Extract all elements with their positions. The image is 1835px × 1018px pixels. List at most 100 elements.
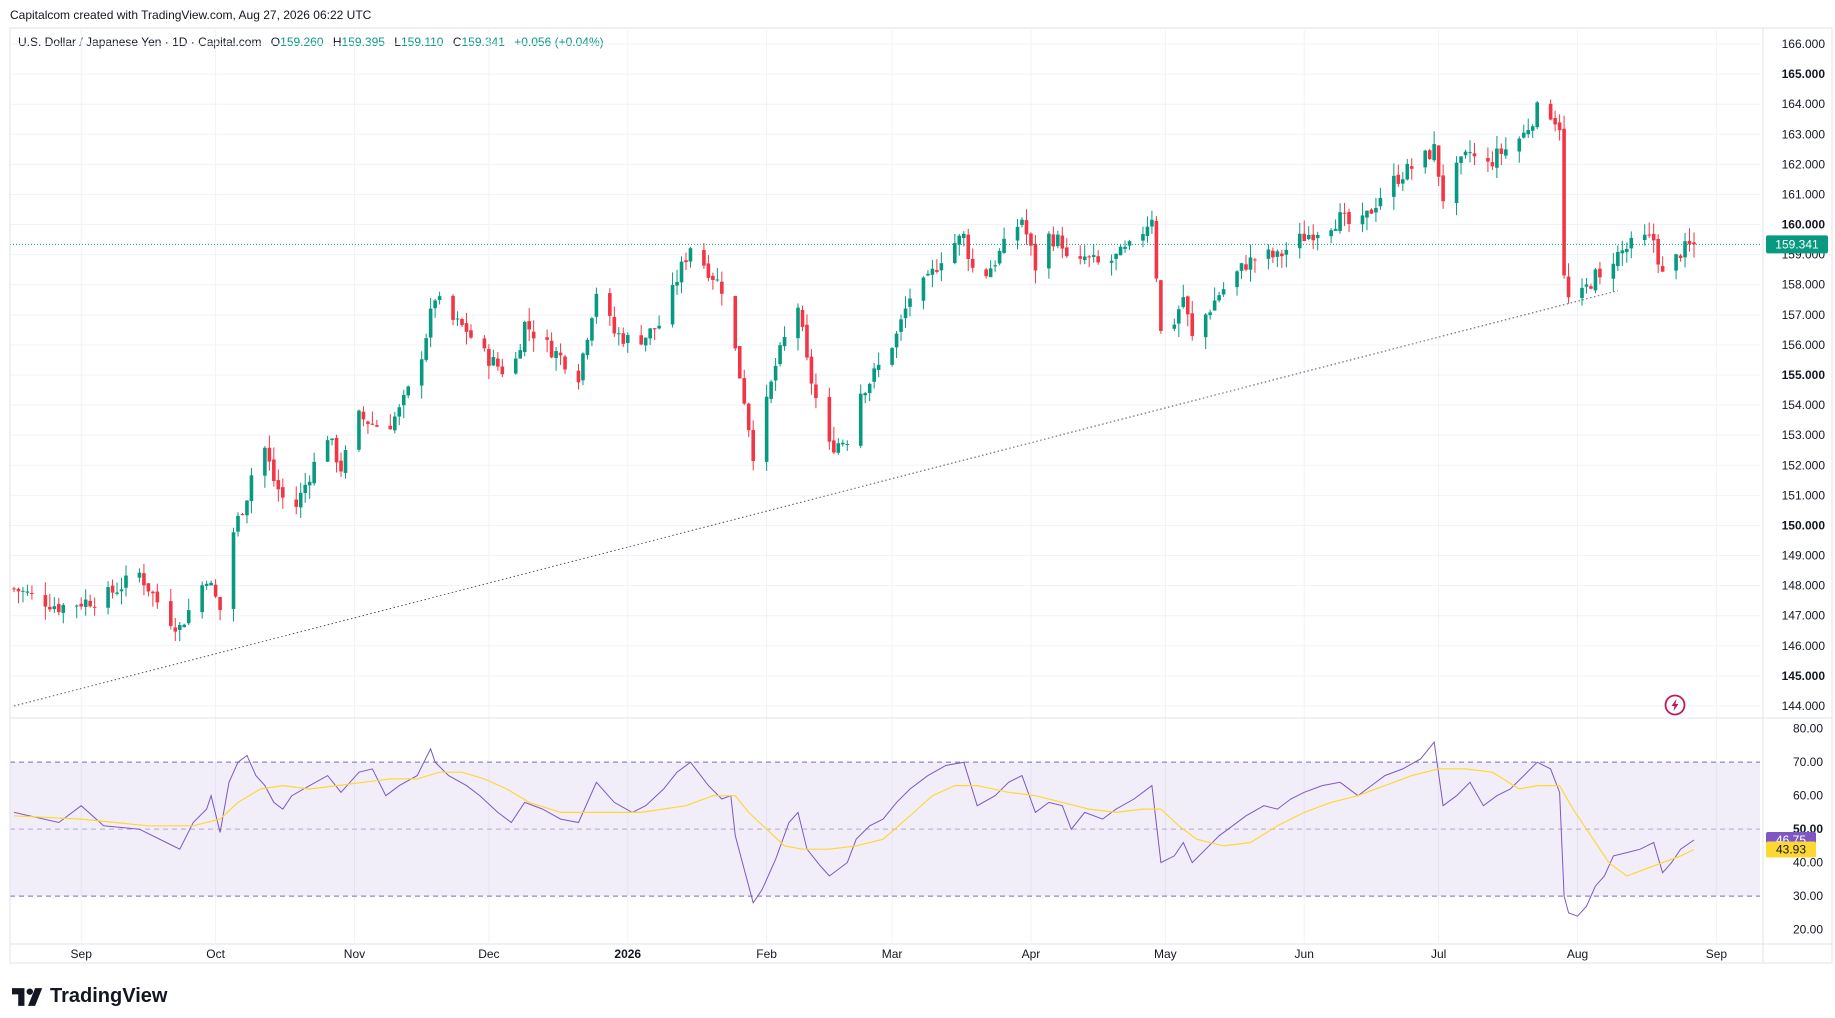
candles — [10, 99, 1760, 642]
candle — [706, 255, 711, 282]
candle — [1535, 100, 1539, 130]
candle — [581, 352, 585, 386]
candle — [876, 352, 881, 378]
candle — [782, 326, 787, 351]
change-value: +0.056 (+0.04%) — [514, 35, 604, 49]
candle — [428, 297, 433, 348]
support-trendline[interactable] — [13, 290, 1618, 707]
candle — [1154, 215, 1159, 283]
candle — [1266, 244, 1271, 270]
time-tick-label: May — [1154, 947, 1177, 961]
candle — [236, 512, 240, 537]
candle — [482, 335, 487, 352]
candle — [1495, 135, 1499, 179]
candle — [1150, 210, 1154, 234]
price-tick-label: 164.000 — [1782, 97, 1826, 111]
candle — [926, 270, 930, 277]
price-tick-label: 166.000 — [1782, 37, 1826, 51]
candle — [711, 272, 715, 290]
candle — [231, 527, 236, 622]
candle — [1302, 220, 1307, 242]
candle — [921, 276, 926, 310]
candle — [1177, 305, 1181, 337]
candle — [357, 409, 361, 452]
candle — [554, 346, 558, 371]
candle — [1311, 224, 1315, 249]
time-axis[interactable]: Sep Oct Nov Dec 2026 Feb Mar Apr May Jun Jul Aug Sep — [71, 947, 1728, 961]
candle — [1033, 235, 1038, 284]
trendline-layer — [13, 290, 1618, 707]
tradingview-mark-icon — [12, 987, 43, 1006]
candle — [608, 288, 612, 326]
candle — [249, 467, 254, 514]
candle — [966, 228, 971, 272]
rsi-tick-label: 60.00 — [1793, 789, 1823, 803]
candle — [361, 406, 366, 427]
candle — [1598, 261, 1602, 285]
candle — [267, 435, 272, 471]
candle — [890, 347, 894, 367]
candle — [1024, 209, 1029, 245]
candle — [312, 452, 316, 486]
candle — [733, 295, 738, 351]
chart-frame — [9, 27, 1833, 964]
candle — [1047, 231, 1051, 279]
candle — [110, 579, 115, 599]
candle — [173, 617, 178, 642]
candle — [563, 354, 567, 374]
rsi-tick-label: 30.00 — [1793, 889, 1823, 903]
candle — [106, 581, 110, 615]
candle — [1271, 247, 1275, 264]
time-tick-label: Sep — [1706, 947, 1728, 961]
candle — [1217, 291, 1221, 303]
candle — [1548, 99, 1553, 121]
candle — [496, 352, 500, 371]
candle — [487, 344, 491, 380]
candle — [1683, 232, 1687, 268]
candle — [455, 311, 460, 326]
candle — [1060, 226, 1065, 259]
candle — [675, 269, 679, 295]
candle — [1082, 245, 1087, 265]
candle — [281, 478, 285, 509]
close-value: 159.341 — [461, 35, 505, 49]
price-tick-label: 162.000 — [1782, 157, 1826, 171]
candle — [388, 414, 393, 430]
candle — [961, 231, 966, 247]
candle — [48, 593, 52, 612]
candle — [1620, 240, 1625, 266]
candle — [1127, 239, 1132, 250]
candle — [397, 404, 402, 426]
price-tick-label: 147.000 — [1782, 609, 1826, 623]
candle — [1239, 262, 1244, 280]
candle — [1616, 245, 1620, 271]
candle — [1056, 230, 1060, 249]
candle — [240, 512, 245, 516]
time-tick-label: Nov — [344, 947, 365, 961]
candle — [1504, 137, 1508, 159]
candle — [867, 382, 872, 402]
candle — [325, 435, 330, 463]
price-tick-label: 150.000 — [1782, 518, 1826, 532]
candle — [177, 621, 182, 642]
candle — [858, 384, 863, 449]
low-value: 159.110 — [400, 35, 444, 49]
candle — [52, 597, 57, 613]
lightning-icon[interactable] — [1664, 694, 1686, 716]
candle — [1611, 253, 1616, 292]
candle — [1490, 151, 1495, 171]
time-tick-label: Dec — [478, 947, 499, 961]
candle — [1436, 145, 1441, 186]
candle — [1472, 142, 1477, 166]
candle — [1123, 240, 1127, 253]
price-tick-label: 155.000 — [1782, 368, 1826, 382]
tradingview-logo[interactable]: TradingView — [12, 985, 167, 1008]
candle — [43, 582, 48, 620]
candle — [809, 349, 814, 395]
candle — [334, 434, 339, 473]
candle — [1674, 253, 1678, 280]
symbol-legend: U.S. Dollar / Japanese Yen · 1D · Capita… — [18, 35, 604, 49]
candle — [16, 587, 21, 604]
candle — [200, 581, 204, 619]
